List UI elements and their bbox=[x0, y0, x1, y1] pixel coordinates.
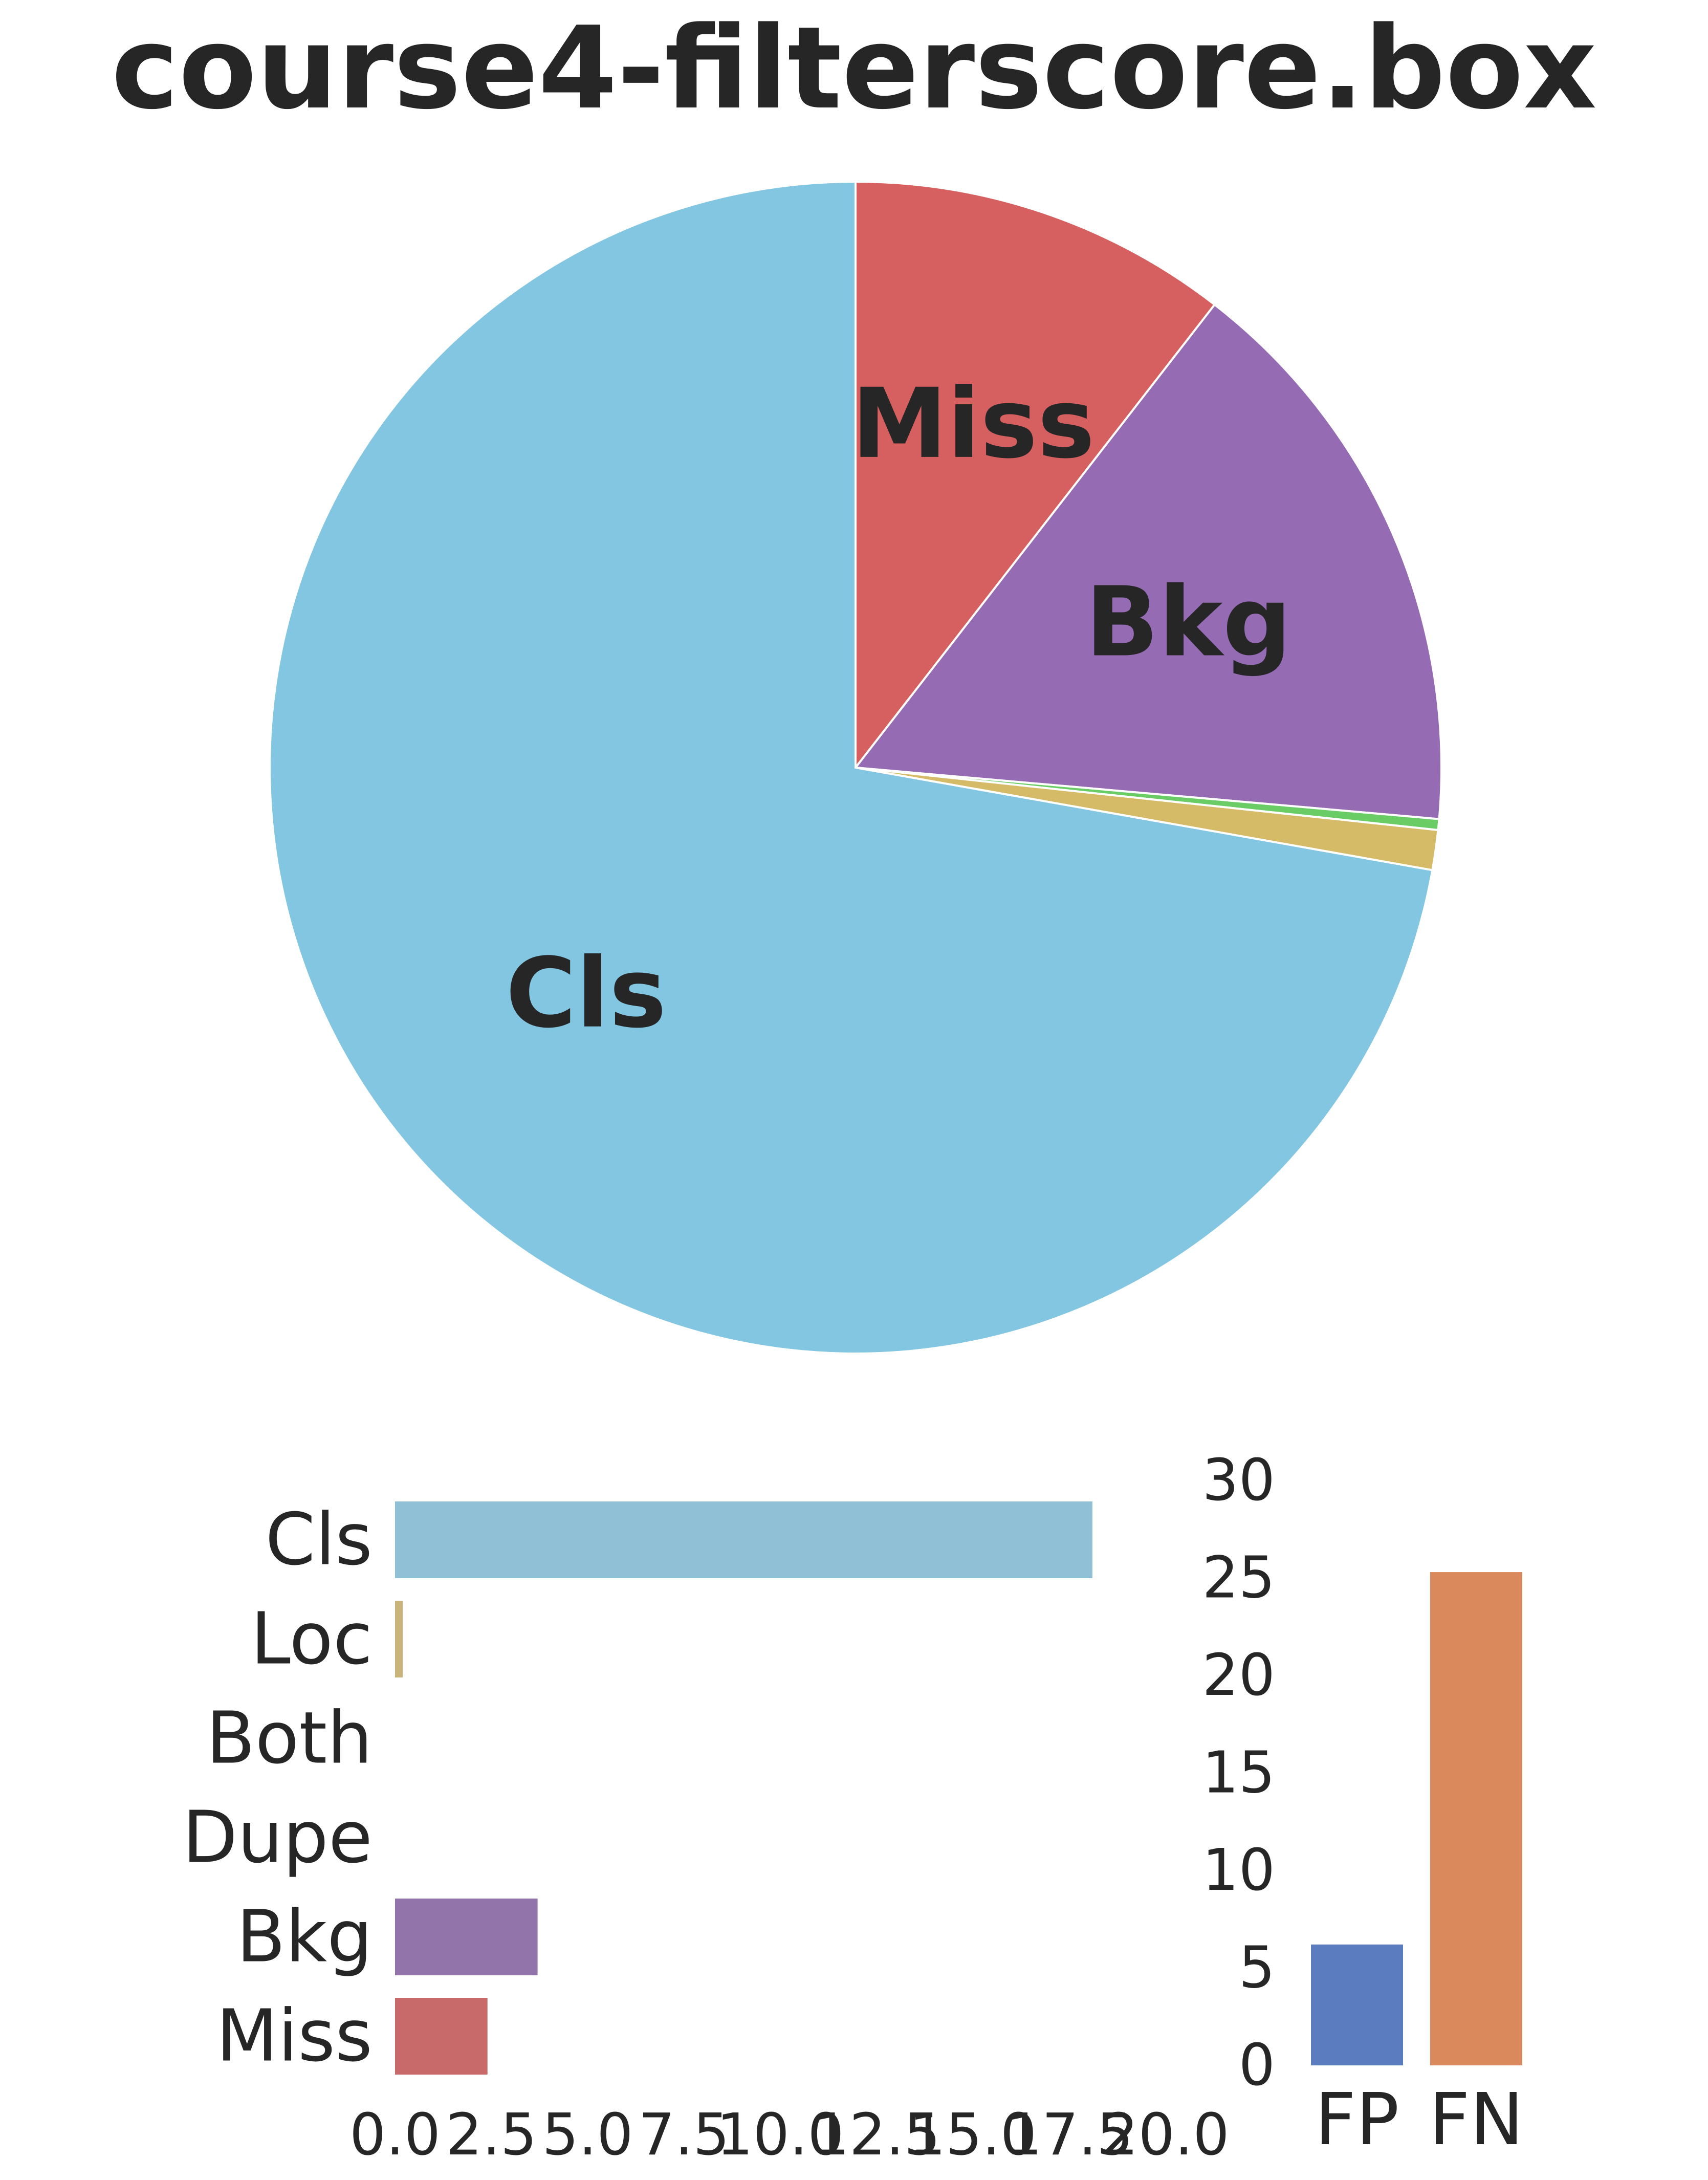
pie-label-bkg: Bkg bbox=[1085, 566, 1291, 679]
hbar-bar-loc bbox=[395, 1601, 403, 1677]
chart-title: course4-filterscore.box bbox=[111, 3, 1596, 135]
pie-labels: Miss Bkg Cls bbox=[506, 368, 1291, 1050]
vbar-y-tick-label: 5 bbox=[1239, 1935, 1275, 2001]
hbar-category-label-miss: Miss bbox=[216, 1995, 373, 2078]
vbar-y-tick-label: 25 bbox=[1202, 1545, 1275, 1611]
hbar-x-tick-label: 17.5 bbox=[1005, 2102, 1133, 2168]
pie-slice-cls bbox=[269, 180, 1434, 1355]
vertical-bar-chart: 0 5 10 15 20 25 30 FP FN bbox=[1202, 1447, 1523, 2162]
hbar-x-tick-label: 12.5 bbox=[813, 2102, 940, 2168]
hbar-category-label-loc: Loc bbox=[251, 1598, 373, 1681]
pie-slice-bkg bbox=[853, 303, 1442, 820]
vbar-bar-fp bbox=[1311, 1944, 1403, 2065]
hbar-x-tick-label: 5.0 bbox=[542, 2102, 633, 2168]
vbar-category-label-fn: FN bbox=[1429, 2078, 1523, 2162]
pie-chart bbox=[269, 180, 1442, 1355]
hbar-x-tick-label: 7.5 bbox=[639, 2102, 730, 2168]
vbar-y-tick-label: 15 bbox=[1202, 1740, 1275, 1806]
hbar-bar-cls bbox=[395, 1501, 1092, 1578]
hbar-category-label-bkg: Bkg bbox=[236, 1895, 373, 1979]
hbar-x-tick-label: 15.0 bbox=[909, 2102, 1037, 2168]
hbar-category-label-dupe: Dupe bbox=[182, 1796, 373, 1880]
horizontal-bar-chart: Cls Loc Both Dupe Bkg Miss 0.0 2.5 5.0 7.510.012.… bbox=[182, 1498, 1229, 2169]
hbar-x-tick-label: 20.0 bbox=[1102, 2102, 1229, 2168]
pie-label-cls: Cls bbox=[506, 938, 666, 1050]
vbar-y-tick-label: 0 bbox=[1239, 2032, 1275, 2099]
vbar-y-tick-label: 30 bbox=[1202, 1447, 1275, 1514]
vbar-y-tick-label: 20 bbox=[1202, 1642, 1275, 1709]
pie-slice-miss bbox=[855, 180, 1216, 771]
hbar-category-label-both: Both bbox=[206, 1697, 373, 1780]
hbar-bar-miss bbox=[395, 1998, 488, 2075]
hbar-x-tick-label: 2.5 bbox=[446, 2102, 537, 2168]
vbar-y-tick-label: 10 bbox=[1202, 1837, 1275, 1904]
pie-label-miss: Miss bbox=[851, 368, 1094, 480]
vbar-bar-fn bbox=[1430, 1572, 1522, 2065]
hbar-category-label-cls: Cls bbox=[265, 1498, 373, 1582]
hbar-bar-bkg bbox=[395, 1899, 538, 1975]
vbar-category-label-fp: FP bbox=[1315, 2078, 1399, 2162]
hbar-x-tick-label: 10.0 bbox=[716, 2102, 844, 2168]
hbar-x-tick-label: 0.0 bbox=[349, 2102, 441, 2168]
